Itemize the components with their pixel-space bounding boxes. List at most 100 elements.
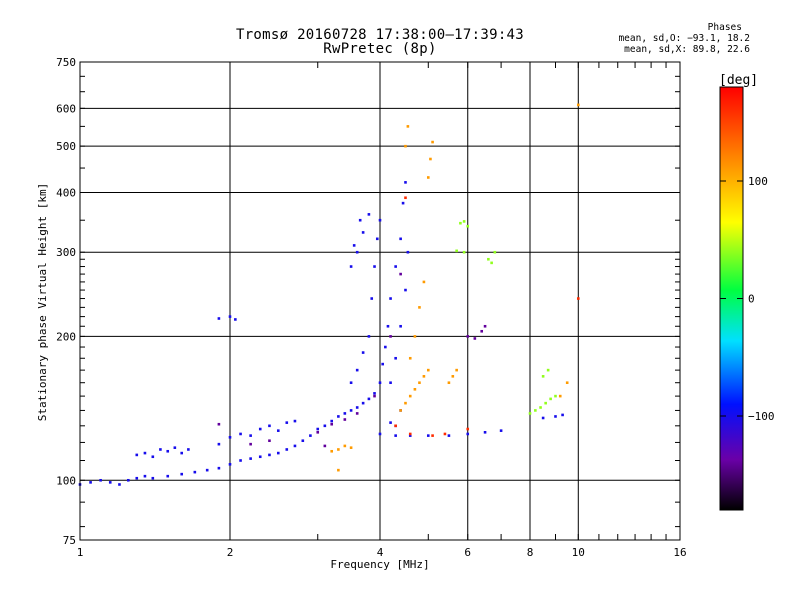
data-point	[187, 448, 190, 451]
data-point	[343, 412, 347, 415]
y-axis-label: Stationary phase Virtual Height [km]	[36, 183, 49, 421]
data-point	[309, 434, 312, 437]
data-point	[323, 424, 327, 428]
data-point	[473, 337, 477, 340]
data-point	[258, 427, 262, 431]
y-tick-label: 300	[56, 246, 76, 259]
data-point	[159, 448, 162, 451]
data-point	[466, 335, 470, 338]
data-point	[404, 288, 407, 292]
data-point	[418, 306, 421, 309]
x-tick-label: 4	[377, 546, 384, 559]
data-point	[126, 478, 130, 482]
phases-x-stats: mean, sd,X: 89.8, 22.6	[624, 44, 750, 55]
data-point	[381, 362, 384, 366]
data-point	[373, 394, 376, 398]
data-point	[228, 436, 232, 439]
data-point	[549, 397, 552, 401]
data-point	[422, 375, 426, 378]
data-point	[316, 427, 320, 431]
data-point	[408, 432, 412, 436]
data-point	[406, 250, 410, 254]
data-point	[447, 434, 451, 437]
data-point	[418, 381, 421, 385]
data-point	[408, 394, 412, 398]
data-point	[249, 442, 252, 446]
data-point	[404, 144, 407, 148]
data-point	[373, 392, 376, 395]
data-point	[337, 468, 340, 472]
data-point	[166, 449, 170, 453]
data-point	[389, 421, 392, 424]
data-point	[378, 432, 382, 436]
data-point	[413, 388, 417, 391]
data-point	[541, 416, 545, 420]
data-point	[349, 409, 353, 412]
data-point	[443, 432, 447, 436]
data-point	[349, 265, 353, 268]
data-point	[151, 455, 155, 459]
data-point	[293, 444, 297, 448]
data-point	[258, 455, 262, 459]
data-point	[143, 451, 147, 455]
data-point	[399, 272, 402, 276]
data-point	[166, 474, 170, 478]
data-point	[89, 481, 92, 484]
data-point	[330, 449, 334, 453]
data-point	[394, 356, 397, 360]
data-point	[193, 470, 197, 474]
data-point	[462, 250, 466, 254]
x-axis-label: Frequency [MHz]	[330, 558, 429, 571]
data-point	[249, 457, 252, 460]
data-point	[239, 459, 242, 462]
data-point	[447, 381, 451, 385]
data-point	[544, 401, 547, 405]
data-point	[384, 345, 387, 349]
data-point	[355, 412, 359, 415]
data-point	[355, 368, 359, 372]
colorbar-label: [deg]	[719, 73, 758, 88]
x-tick-label: 6	[464, 546, 471, 559]
data-point	[399, 409, 402, 412]
data-point	[355, 250, 359, 254]
data-point	[499, 429, 503, 432]
data-point	[239, 432, 242, 436]
data-point	[546, 368, 550, 372]
data-point	[375, 237, 379, 241]
data-point	[466, 427, 470, 431]
data-point	[408, 356, 412, 360]
data-point	[401, 201, 405, 205]
data-point	[108, 481, 112, 484]
data-point	[378, 381, 382, 385]
data-point	[565, 381, 569, 385]
data-point	[413, 335, 417, 338]
data-point	[528, 412, 532, 415]
data-point	[483, 431, 487, 434]
data-point	[99, 478, 102, 482]
data-point	[429, 157, 432, 161]
data-point	[367, 213, 371, 216]
data-point	[343, 444, 347, 448]
data-point	[367, 335, 371, 338]
x-tick-label: 8	[527, 546, 534, 559]
colorbar-ticks: 100 0 −100	[720, 175, 775, 423]
data-point	[459, 221, 462, 225]
data-point	[352, 244, 356, 247]
data-point	[217, 442, 221, 446]
data-point	[343, 418, 347, 421]
grid-lines	[80, 62, 680, 540]
data-point	[361, 401, 365, 405]
data-point	[561, 413, 564, 417]
data-point	[462, 220, 466, 223]
axis-ticks: 1 2 4 6 8 10 16 75 100 200 300 400 500 600 750	[56, 56, 687, 559]
data-point	[534, 409, 537, 412]
data-point	[541, 375, 545, 378]
data-point	[480, 329, 484, 333]
data-point	[143, 474, 147, 478]
data-point	[426, 434, 430, 437]
data-point	[316, 431, 320, 434]
data-point	[490, 261, 493, 265]
data-point	[349, 446, 353, 449]
data-point	[394, 265, 397, 268]
